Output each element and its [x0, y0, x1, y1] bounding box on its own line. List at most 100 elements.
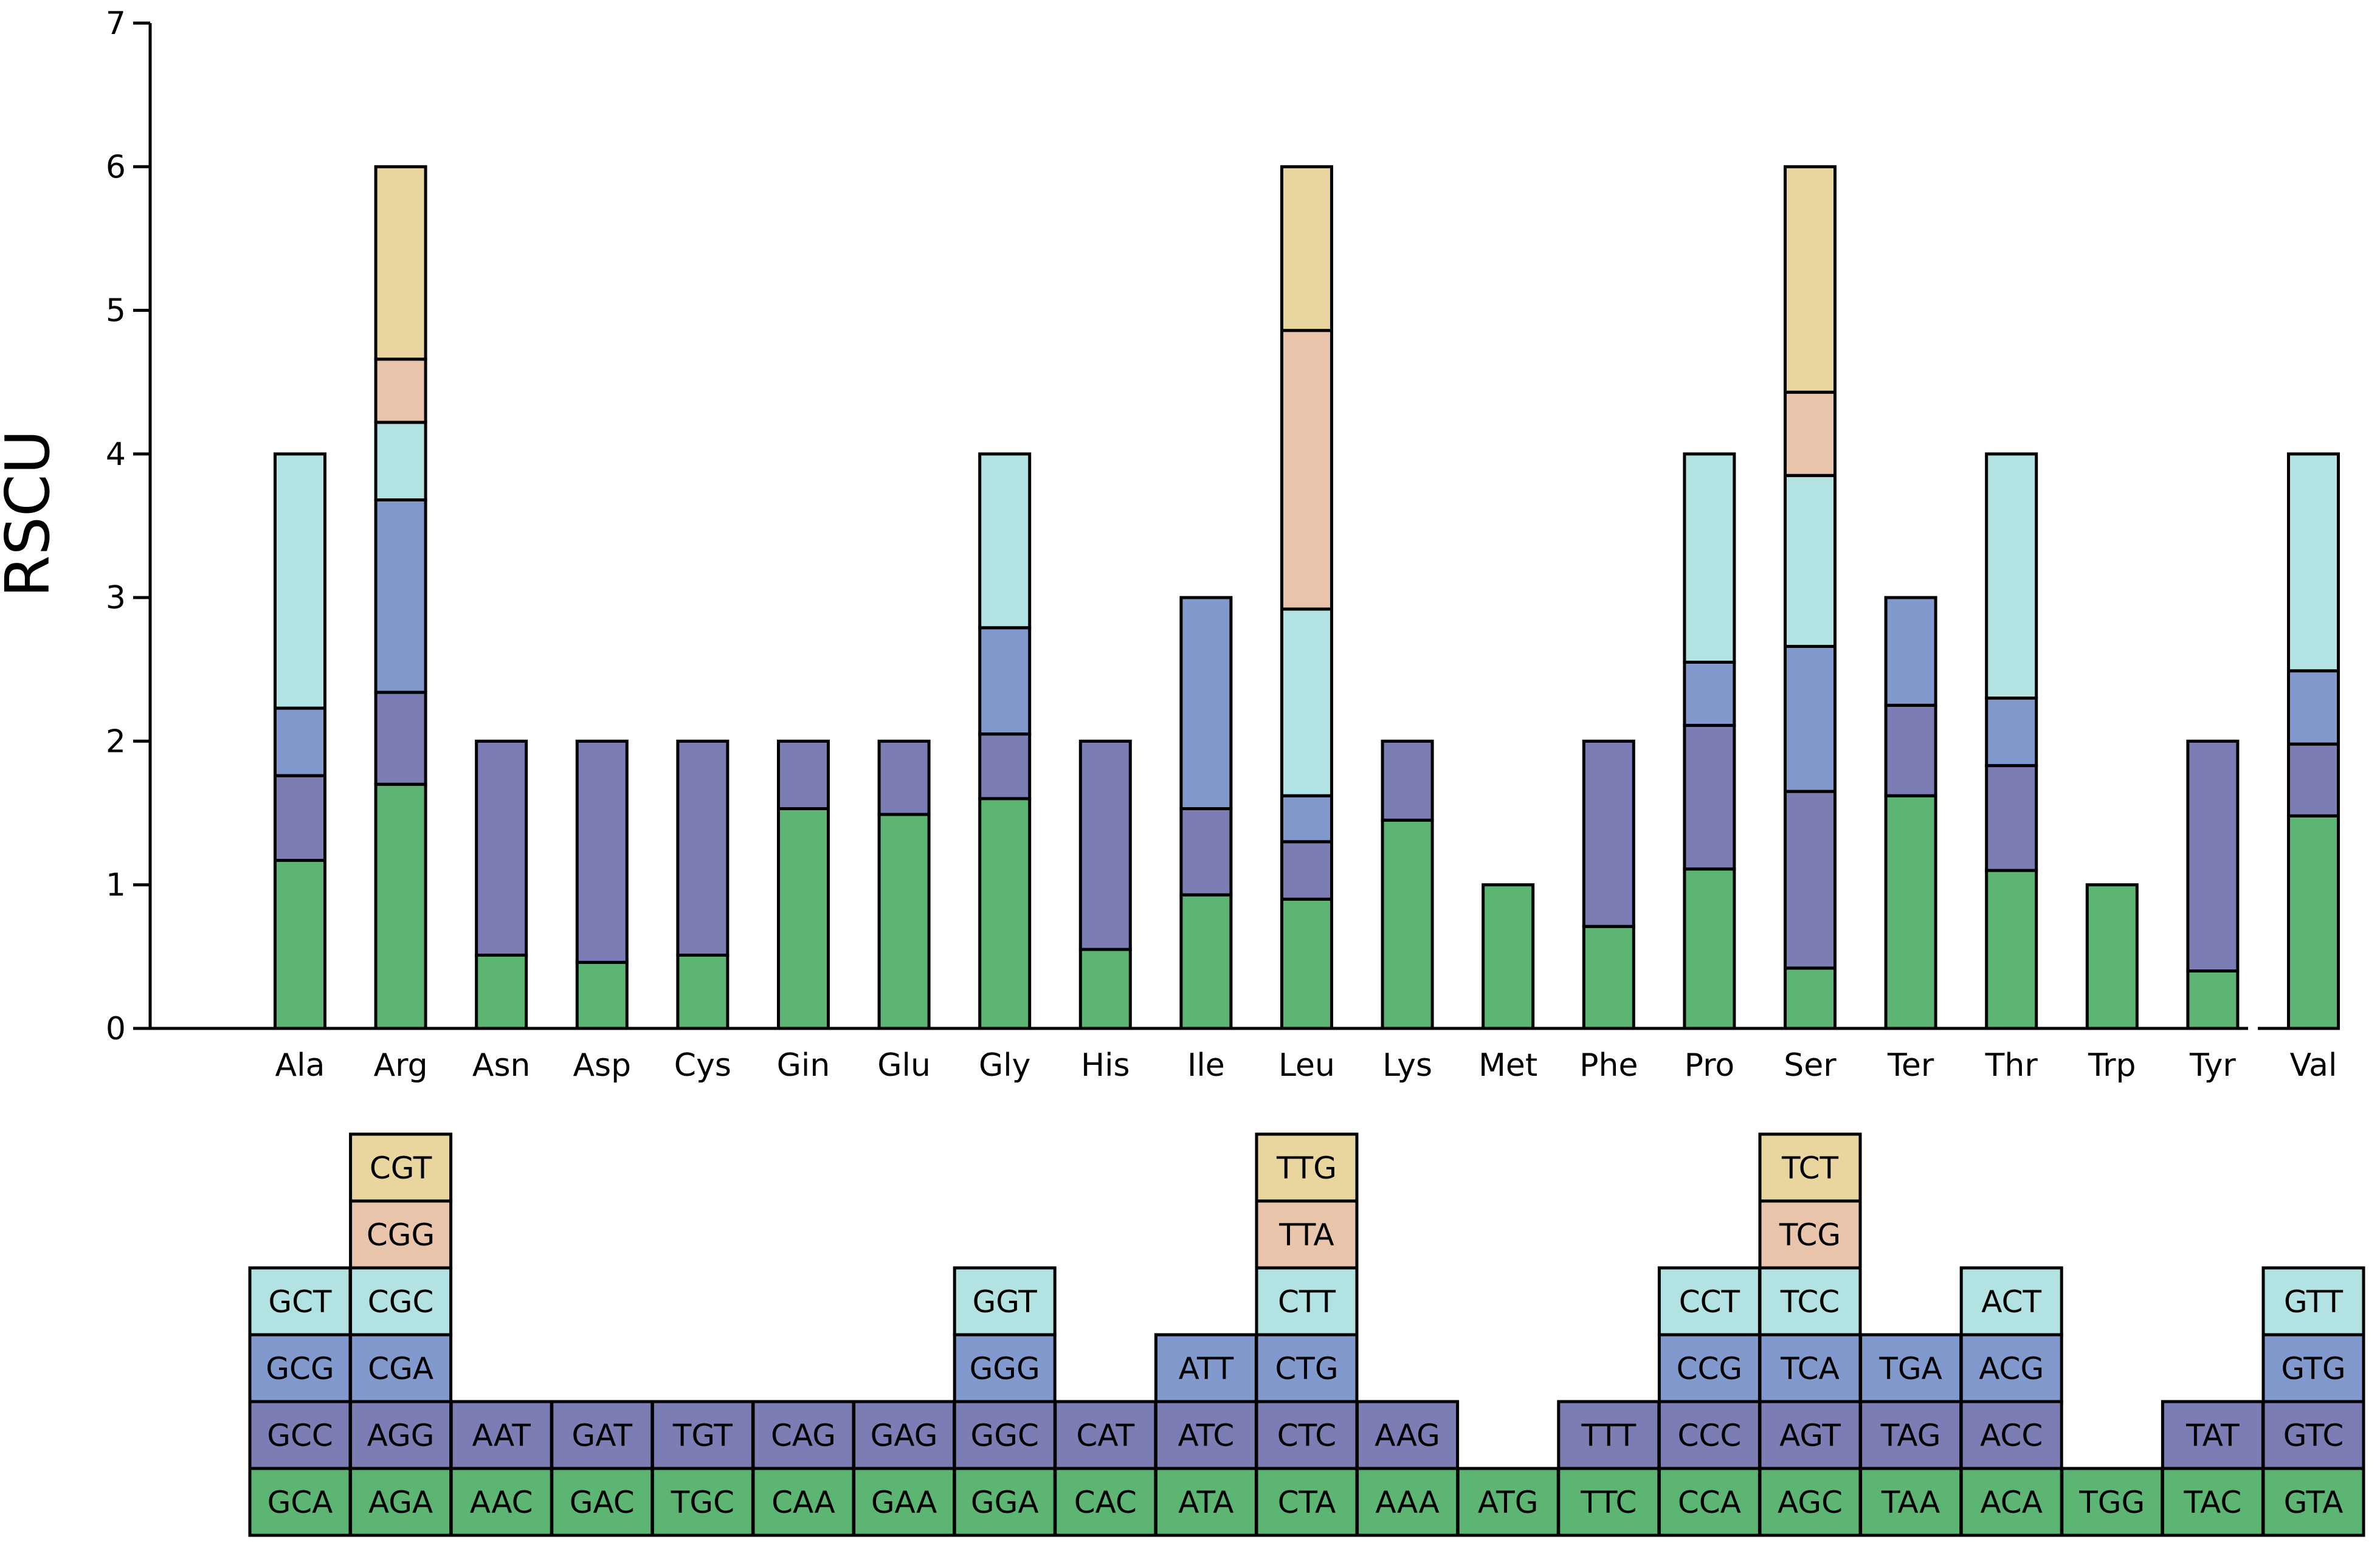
codon-cell-cac: CAC: [1054, 1467, 1157, 1537]
bar-aat: [475, 739, 528, 957]
codon-cell-tgt: TGT: [650, 1400, 754, 1470]
codon-cell-agt: AGT: [1758, 1400, 1862, 1470]
codon-cell-tta: TTA: [1255, 1199, 1359, 1270]
codon-label: TGG: [2078, 1485, 2145, 1520]
codon-label: CTC: [1277, 1418, 1336, 1453]
codon-cell-bg: [248, 1266, 352, 1337]
codon-label: TCA: [1780, 1351, 1840, 1386]
bar-agt: [1784, 790, 1837, 970]
bar-aaa: [1381, 818, 1434, 1030]
x-axis: Ala Arg Asn Asp Cys Gin Glu Gly His Ile Leu Lys Met P…: [150, 1027, 2337, 1084]
codon-cell-bg: [1255, 1199, 1359, 1270]
codon-label: ATT: [1179, 1351, 1234, 1386]
codon-cell-ttt: TTT: [1557, 1400, 1661, 1470]
codon-label: TGC: [671, 1485, 734, 1520]
codon-cell-bg: [1657, 1467, 1761, 1537]
codon-label: AAA: [1375, 1485, 1439, 1520]
codon-cell-gag: GAG: [852, 1400, 956, 1470]
codon-label: CAA: [771, 1485, 835, 1520]
codon-cell-bg: [1255, 1333, 1359, 1403]
codon-cell-bg: [1255, 1266, 1359, 1337]
codon-cell-bg: [1758, 1199, 1862, 1270]
codon-cell-bg: [2161, 1400, 2264, 1470]
codon-label: AGT: [1779, 1418, 1841, 1453]
codon-cell-cca: CCA: [1657, 1467, 1761, 1537]
codon-label: GGA: [971, 1485, 1039, 1520]
codon-cell-bg: [2261, 1266, 2365, 1337]
codon-cell-gcc: GCC: [248, 1400, 352, 1470]
codon-cell-bg: [1356, 1400, 1460, 1470]
codon-label: CCT: [1679, 1284, 1740, 1320]
codon-label: ACA: [1980, 1485, 2042, 1520]
x-tick-label: Phe: [1579, 1047, 1638, 1084]
bar-gta: [2287, 814, 2340, 1030]
codon-cell-bg: [1154, 1333, 1258, 1403]
codon-cell-bg: [852, 1467, 956, 1537]
y-tick-label: 0: [106, 1011, 126, 1047]
y-axis: 0 1 2 3 4 5 6 7: [106, 5, 152, 1047]
x-tick-label: Met: [1478, 1047, 1537, 1084]
codon-cell-cat: CAT: [1054, 1400, 1157, 1470]
bar-tcc: [1784, 473, 1837, 648]
codon-label: CTG: [1275, 1351, 1338, 1386]
codon-cell-bg: [349, 1467, 453, 1537]
bar-act: [1985, 452, 2038, 700]
codon-label: GAG: [871, 1418, 938, 1453]
bar-stack-val: [2287, 452, 2340, 1030]
codon-label: GGG: [970, 1351, 1040, 1386]
codon-label: TCG: [1779, 1217, 1841, 1253]
codon-label: GTT: [2284, 1284, 2344, 1320]
x-tick-label: Lys: [1382, 1047, 1432, 1084]
bar-gca: [274, 859, 326, 1030]
y-tick-label: 5: [106, 293, 126, 329]
codon-label: TAT: [2185, 1418, 2240, 1453]
bar-stack-met: [1481, 883, 1535, 1030]
codon-cell-tac: TAC: [2161, 1467, 2264, 1537]
codon-label: TTC: [1580, 1485, 1637, 1520]
bar-cac: [1078, 948, 1132, 1030]
codon-cell-aac: AAC: [449, 1467, 553, 1537]
x-tick-label: Ser: [1784, 1047, 1837, 1084]
codon-cell-atc: ATC: [1154, 1400, 1258, 1470]
codon-label: ATC: [1178, 1418, 1234, 1453]
codon-cell-bg: [852, 1400, 956, 1470]
bar-cca: [1683, 867, 1736, 1030]
bar-stack-trp: [2085, 883, 2139, 1030]
codon-label: AGC: [1778, 1485, 1843, 1520]
bar-stack-pro: [1683, 452, 1736, 1030]
codon-cell-ctc: CTC: [1255, 1400, 1359, 1470]
bar-gac: [575, 960, 629, 1030]
bars: [274, 165, 2340, 1030]
bar-ata: [1179, 893, 1233, 1030]
codon-label: TTA: [1278, 1217, 1334, 1253]
codon-label: ACC: [1980, 1418, 2043, 1453]
codon-cell-ctg: CTG: [1255, 1333, 1359, 1403]
codon-label: CGC: [368, 1284, 434, 1320]
codon-cell-tag: TAG: [1859, 1400, 1963, 1470]
bar-stack-gin: [777, 739, 830, 1030]
bar-stack-glu: [877, 739, 931, 1030]
codon-cell-tgg: TGG: [2060, 1467, 2164, 1537]
codon-cell-tcc: TCC: [1758, 1266, 1862, 1337]
bar-stack-thr: [1985, 452, 2038, 1030]
codon-cell-bg: [953, 1400, 1057, 1470]
bar-tgt: [676, 739, 730, 957]
bar-cgc: [374, 421, 427, 501]
bar-stack-cys: [676, 739, 730, 1030]
bar-ctg: [1280, 794, 1333, 844]
x-tick-label: Tyr: [2189, 1047, 2236, 1084]
bar-acc: [1985, 764, 2038, 872]
bar-cat: [1078, 739, 1132, 951]
codon-cell-aga: AGA: [349, 1467, 453, 1537]
codon-label: TCT: [1781, 1151, 1839, 1186]
bar-gaa: [877, 813, 931, 1030]
bar-stack-ile: [1179, 596, 1233, 1030]
y-tick-label: 3: [106, 580, 126, 616]
y-tick-label: 4: [106, 436, 126, 473]
codon-label: CAC: [1074, 1485, 1137, 1520]
codon-cell-caa: CAA: [751, 1467, 855, 1537]
codon-cell-bg: [550, 1467, 654, 1537]
codon-cell-gtt: GTT: [2261, 1266, 2365, 1337]
codon-label: GCA: [267, 1485, 333, 1520]
bar-acg: [1985, 697, 2038, 768]
